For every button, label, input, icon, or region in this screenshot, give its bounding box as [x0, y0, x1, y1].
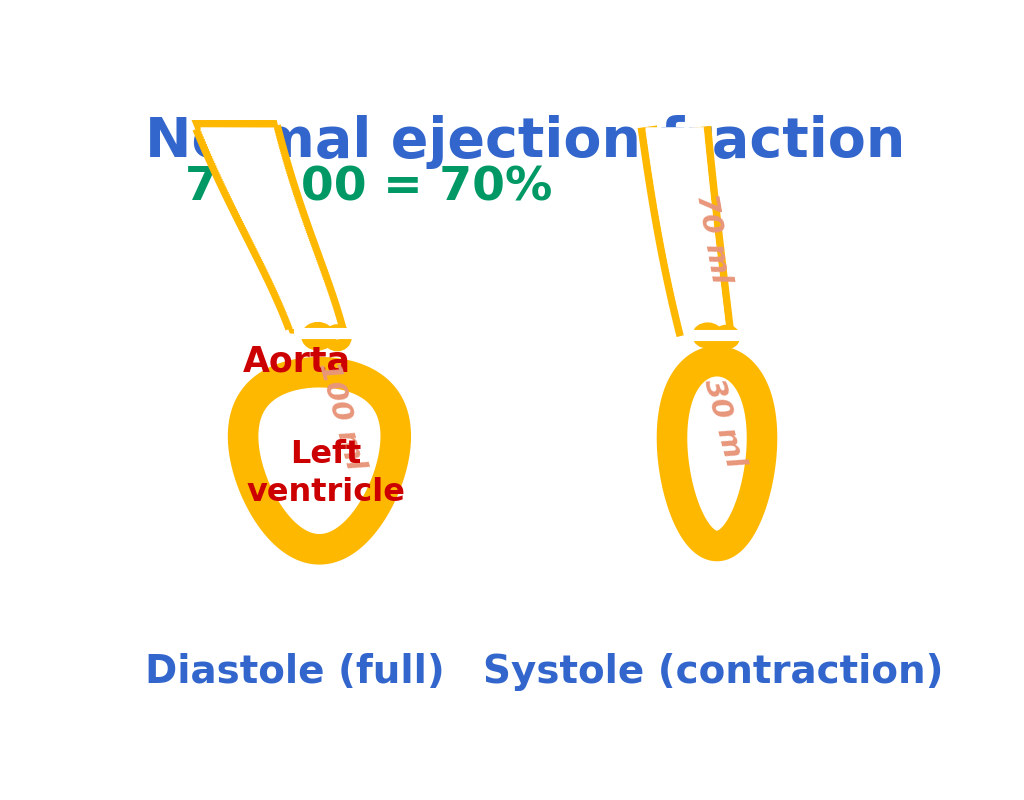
Polygon shape [202, 126, 337, 331]
Ellipse shape [718, 330, 735, 344]
Ellipse shape [697, 328, 718, 343]
Text: Diastole (full): Diastole (full) [144, 653, 444, 691]
Text: Left
ventricle: Left ventricle [246, 438, 406, 508]
Text: Aorta: Aorta [243, 345, 350, 378]
Ellipse shape [329, 330, 346, 346]
Text: Normal ejection fraction: Normal ejection fraction [144, 115, 905, 170]
Text: Systole (contraction): Systole (contraction) [483, 653, 943, 691]
Text: 100 ml: 100 ml [313, 358, 369, 473]
Ellipse shape [307, 328, 329, 345]
Polygon shape [672, 361, 762, 546]
Text: 30 ml: 30 ml [698, 376, 749, 471]
Text: 70/100 = 70%: 70/100 = 70% [184, 166, 552, 210]
Polygon shape [243, 372, 395, 550]
Text: 70 ml: 70 ml [691, 191, 735, 286]
